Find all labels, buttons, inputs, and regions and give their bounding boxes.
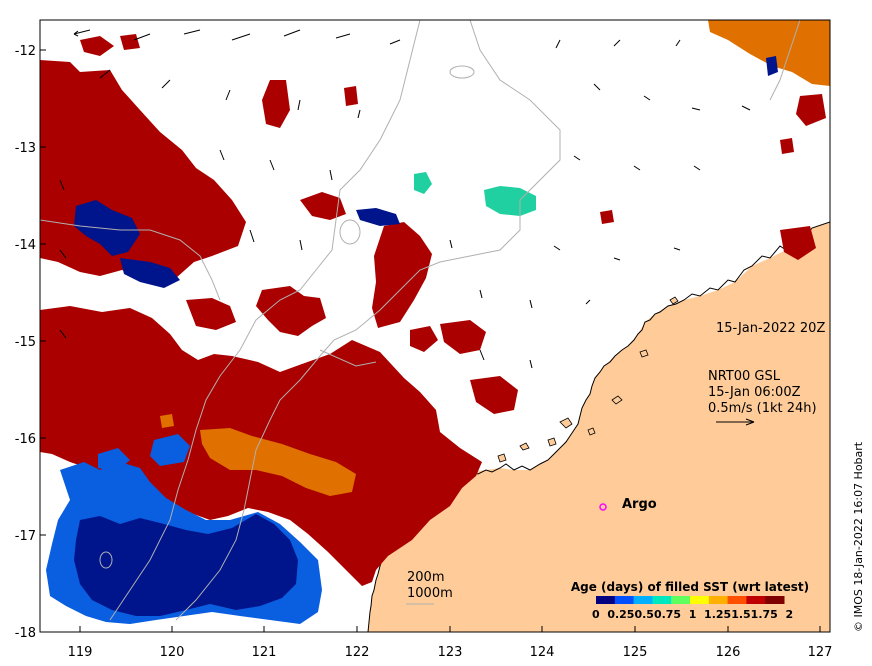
colorbar-swatch bbox=[746, 596, 766, 604]
y-axis-labels: -12 -13 -14 -15 -16 -17 -18 bbox=[15, 44, 36, 641]
x-tick-label: 123 bbox=[438, 645, 463, 660]
bathymetry-contours bbox=[40, 20, 801, 621]
colorbar-swatch bbox=[671, 596, 691, 604]
map-plot-area bbox=[40, 20, 830, 632]
argo-label: Argo bbox=[622, 497, 657, 512]
contour-200-label: 200m bbox=[407, 570, 445, 585]
coastal-islands bbox=[497, 296, 679, 463]
colorbar-swatch bbox=[708, 596, 729, 604]
timestamp-label: 15-Jan-2022 20Z bbox=[716, 321, 826, 336]
colorbar-swatch bbox=[727, 596, 747, 604]
x-tick-label: 127 bbox=[808, 645, 833, 660]
argo-float-marker[interactable] bbox=[599, 503, 607, 511]
colorbar-swatch bbox=[652, 596, 672, 604]
x-axis-labels: 119 120 121 122 123 124 125 126 127 bbox=[68, 645, 833, 660]
colorbar-swatch bbox=[596, 596, 616, 604]
current-vectors bbox=[59, 29, 751, 369]
current-product-label: NRT00 GSL bbox=[708, 369, 780, 384]
sst-teal-regions bbox=[414, 172, 536, 216]
y-tick-label: -13 bbox=[15, 141, 36, 156]
x-tick-label: 120 bbox=[160, 645, 185, 660]
colorbar-swatch bbox=[690, 596, 710, 604]
colorbar-swatch bbox=[614, 596, 635, 604]
y-tick-label: -12 bbox=[15, 44, 36, 59]
contour-1000-label: 1000m bbox=[407, 586, 453, 601]
x-tick-label: 124 bbox=[530, 645, 555, 660]
x-tick-label: 119 bbox=[68, 645, 93, 660]
x-tick-label: 126 bbox=[716, 645, 741, 660]
colorbar-swatch bbox=[633, 596, 653, 604]
y-tick-label: -14 bbox=[15, 238, 36, 253]
axis-ticks bbox=[40, 49, 821, 633]
y-tick-label: -16 bbox=[15, 432, 36, 447]
x-tick-label: 125 bbox=[623, 645, 648, 660]
legend-title: Age (days) of filled SST (wrt latest) bbox=[571, 580, 809, 594]
colorbar-swatch bbox=[765, 596, 785, 604]
x-tick-label: 121 bbox=[252, 645, 277, 660]
current-scale-label: 0.5m/s (1kt 24h) bbox=[708, 401, 817, 416]
current-scale-arrow bbox=[716, 418, 755, 426]
current-time-label: 15-Jan 06:00Z bbox=[708, 385, 801, 400]
plot-frame bbox=[39, 19, 831, 633]
land-mass bbox=[368, 222, 830, 632]
credit-text: © IMOS 18-Jan-2022 16:07 Hobart bbox=[852, 441, 865, 632]
legend-tick-labels: 0 0.250.50.75 1 1.251.51.75 2 bbox=[592, 608, 793, 621]
y-tick-label: -18 bbox=[15, 626, 36, 641]
y-tick-label: -17 bbox=[15, 529, 36, 544]
sst-age-colorbar bbox=[596, 596, 785, 604]
y-tick-label: -15 bbox=[15, 335, 36, 350]
x-tick-label: 122 bbox=[345, 645, 370, 660]
